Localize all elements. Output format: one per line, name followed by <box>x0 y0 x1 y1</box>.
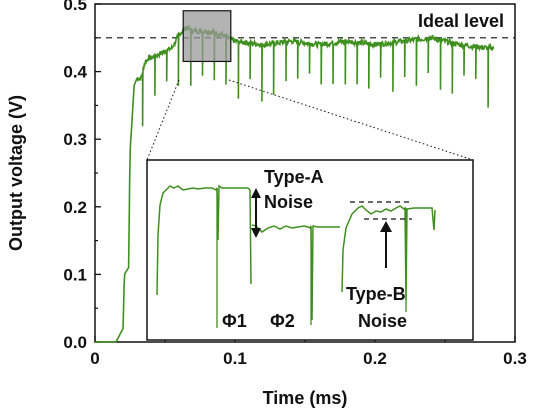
inset-trace-segment-3 <box>341 205 436 301</box>
inset-frame <box>146 159 474 341</box>
x-tick-label: 0.1 <box>223 349 247 368</box>
x-axis-ticks: 0 0.1 0.2 0.3 <box>90 336 527 368</box>
type-a-label: Type-A <box>264 167 324 187</box>
zoom-box <box>182 10 232 63</box>
inset-panel: Type-A Noise Type-B Noise Φ1 Φ2 <box>146 159 474 341</box>
type-a-arrowhead-down <box>251 228 261 238</box>
type-a-arrowhead-up <box>251 188 261 198</box>
y-tick-label: 0.0 <box>63 333 87 352</box>
phase-1-label: Φ1 <box>222 311 247 331</box>
x-tick-label: 0 <box>90 349 99 368</box>
series-line <box>95 24 495 343</box>
y-tick-label: 0.5 <box>63 0 87 14</box>
type-a-noise-label: Noise <box>264 192 313 212</box>
inset-trace-segment-1 <box>156 184 252 296</box>
phase-2-label: Φ2 <box>270 311 295 331</box>
inset-trace-segment-2 <box>251 224 340 321</box>
y-tick-label: 0.3 <box>63 130 87 149</box>
zoom-connector-left <box>146 79 180 161</box>
y-tick-label: 0.4 <box>63 63 87 82</box>
y-tick-label: 0.1 <box>63 265 87 284</box>
y-axis-title: Output voltage (V) <box>6 95 26 251</box>
type-b-noise-label: Noise <box>358 311 407 331</box>
x-tick-label: 0.3 <box>503 349 527 368</box>
y-axis-ticks: 0.0 0.1 0.2 0.3 0.4 0.5 <box>63 0 101 352</box>
x-axis-title: Time (ms) <box>263 388 348 408</box>
ideal-level-label: Ideal level <box>418 11 504 31</box>
type-b-label: Type-B <box>346 284 406 304</box>
x-tick-label: 0.2 <box>363 349 387 368</box>
y-tick-label: 0.2 <box>63 198 87 217</box>
type-b-arrowhead <box>380 221 392 232</box>
zoom-connector-right <box>228 79 474 161</box>
